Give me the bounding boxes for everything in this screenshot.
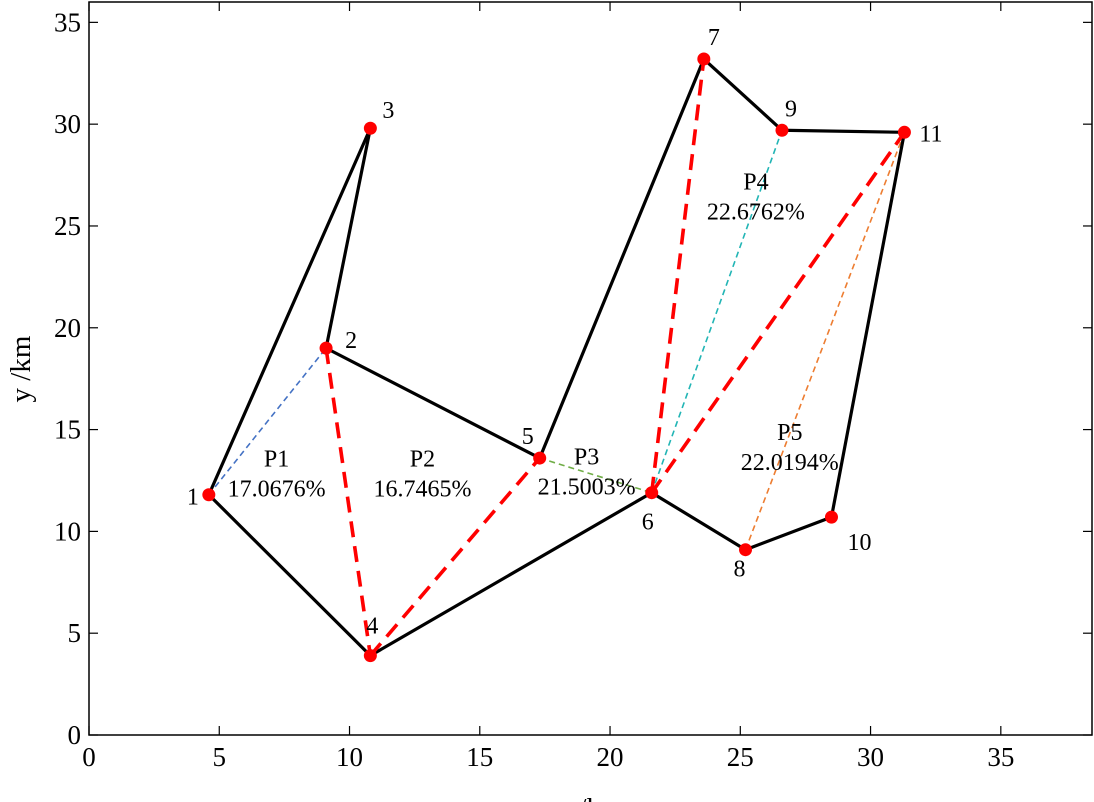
region-name: P1: [264, 447, 289, 473]
node-label: 7: [708, 25, 720, 51]
red-dashed-edge: [649, 58, 706, 493]
x-tick-label: 5: [213, 742, 227, 772]
node-label: 11: [919, 121, 942, 147]
node-label: 8: [734, 557, 746, 583]
solid-edge: [207, 493, 372, 658]
node-point: [897, 125, 911, 139]
x-tick-label: 30: [857, 742, 884, 772]
region-percentage: 17.0676%: [228, 477, 326, 503]
region-name: P2: [410, 447, 435, 473]
x-axis-ticks: 0 5 10 15 20 25 30 35: [82, 2, 1014, 772]
y-axis-title: y /km: [5, 335, 37, 402]
red-dashed-edge: [324, 347, 373, 656]
y-tick-label: 35: [54, 7, 81, 37]
node-point: [824, 510, 838, 524]
node-labels: 1 2 3 4 5 6 7 8 9 10 11: [187, 25, 943, 640]
node-point: [202, 488, 216, 502]
y-tick-label: 15: [54, 415, 81, 445]
x-tick-label: 35: [987, 742, 1014, 772]
region-name: P4: [743, 170, 768, 196]
y-tick-label: 30: [54, 109, 81, 139]
solid-edge: [702, 57, 784, 132]
thin-dashed-edge: [650, 130, 783, 493]
thin-dashed-edge: [208, 347, 327, 496]
region-labels: P1 17.0676% P2 16.7465% P3 21.5003% P4 22.6762%…: [228, 170, 839, 503]
node-point: [775, 123, 789, 137]
node-label: 3: [382, 98, 394, 124]
region-percentage: 22.6762%: [707, 200, 805, 226]
solid-edge: [368, 491, 654, 658]
solid-edge: [538, 57, 706, 460]
plot-frame: [88, 1, 1093, 736]
x-tick-label: 15: [466, 742, 493, 772]
node-point: [363, 121, 377, 135]
node-label: 6: [642, 510, 654, 536]
y-tick-label: 0: [68, 720, 82, 750]
region-percentage: 16.7465%: [373, 477, 471, 503]
y-tick-label: 25: [54, 211, 81, 241]
red-dashed-edge: [368, 456, 542, 657]
thin-dashed-edges: [208, 130, 906, 550]
region-percentage: 21.5003%: [538, 475, 636, 501]
solid-edge: [829, 130, 907, 519]
region-name: P3: [574, 445, 599, 471]
solid-edges: [207, 57, 907, 658]
node-point: [363, 649, 377, 663]
node-label: 2: [345, 328, 357, 354]
thin-dashed-edge: [744, 132, 906, 550]
node-label: 5: [522, 424, 534, 450]
y-tick-label: 5: [68, 618, 82, 648]
region-name: P5: [777, 420, 802, 446]
solid-edge: [780, 128, 907, 134]
x-axis-title: x /km: [557, 793, 624, 802]
node-point: [697, 52, 711, 66]
solid-edge: [324, 126, 372, 350]
solid-edge: [324, 346, 542, 460]
x-tick-label: 20: [597, 742, 624, 772]
node-label: 4: [366, 614, 378, 640]
region-percentage: 22.0194%: [741, 450, 839, 476]
node-label: 9: [785, 96, 797, 122]
solid-edge: [650, 491, 748, 552]
node-point: [645, 486, 659, 500]
solid-edge: [743, 515, 834, 552]
y-tick-label: 10: [54, 516, 81, 546]
solid-edge: [207, 126, 372, 497]
node-point: [319, 341, 333, 355]
red-dashed-edges: [324, 58, 906, 657]
node-point: [739, 543, 753, 557]
x-tick-label: 25: [727, 742, 754, 772]
node-label: 1: [187, 485, 199, 511]
x-tick-label: 10: [336, 742, 363, 772]
y-tick-label: 20: [54, 313, 81, 343]
nodes: [202, 52, 911, 663]
x-tick-label: 0: [82, 742, 96, 772]
node-label: 10: [847, 530, 871, 556]
node-point: [533, 451, 547, 465]
